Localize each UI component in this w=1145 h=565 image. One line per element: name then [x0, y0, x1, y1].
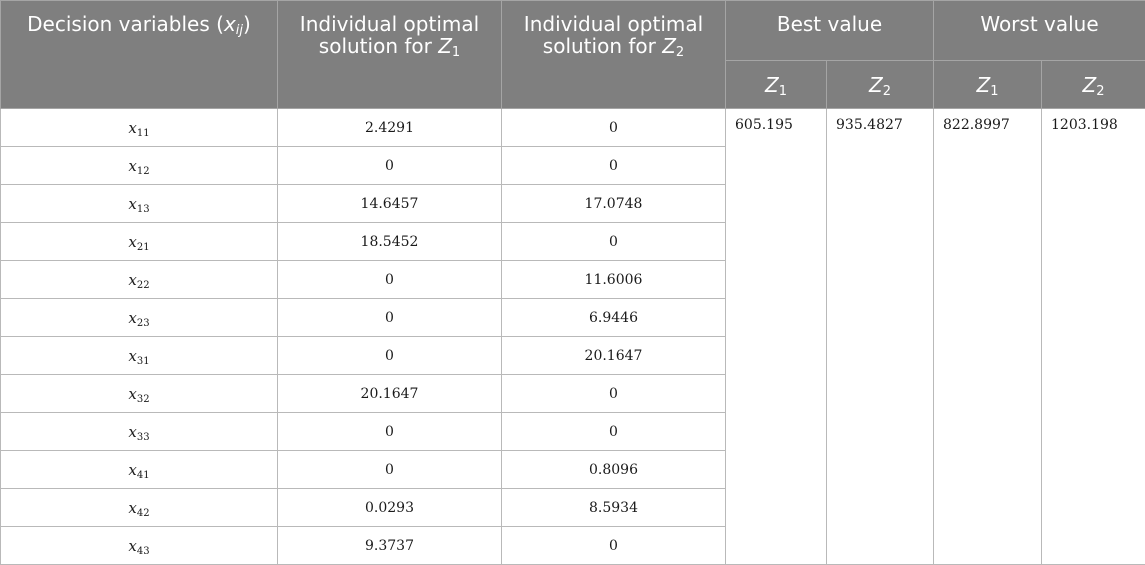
optimal-z1-value: 0: [278, 451, 502, 489]
variable-index: 13: [137, 204, 150, 215]
variable-symbol: x: [128, 499, 136, 517]
optimal-z2-value: 11.6006: [502, 261, 726, 299]
decision-variable-cell: x22: [1, 261, 278, 299]
variable-index: 42: [137, 508, 150, 519]
optimal-z2-value: 17.0748: [502, 185, 726, 223]
header-worst-z2: Z2: [1042, 61, 1145, 109]
variable-symbol: x: [128, 271, 136, 289]
variable-index: 43: [137, 546, 150, 557]
optimal-z2-value: 0: [502, 109, 726, 147]
variable-index: 31: [137, 356, 150, 367]
decision-variable-cell: x43: [1, 527, 278, 565]
optimal-z2-value: 0: [502, 375, 726, 413]
variable-symbol: x: [128, 119, 136, 137]
decision-variable-cell: x32: [1, 375, 278, 413]
best-z2-value: 935.4827: [827, 109, 934, 565]
optimal-z2-value: 6.9446: [502, 299, 726, 337]
optimal-z2-value: 0: [502, 223, 726, 261]
decision-variable-cell: x11: [1, 109, 278, 147]
variable-index: 12: [137, 166, 150, 177]
variable-symbol: x: [128, 233, 136, 251]
optimal-z2-value: 20.1647: [502, 337, 726, 375]
decision-variable-cell: x31: [1, 337, 278, 375]
header-best-z2: Z2: [827, 61, 934, 109]
variable-index: 11: [137, 128, 150, 139]
variable-symbol: x: [128, 385, 136, 403]
optimal-z1-value: 20.1647: [278, 375, 502, 413]
variable-index: 33: [137, 432, 150, 443]
decision-variable-cell: x42: [1, 489, 278, 527]
variable-symbol: x: [128, 347, 136, 365]
decision-variable-cell: x33: [1, 413, 278, 451]
optimal-z1-value: 14.6457: [278, 185, 502, 223]
variable-symbol: x: [128, 461, 136, 479]
worst-z1-value: 822.8997: [934, 109, 1042, 565]
header-worst-value: Worst value: [934, 1, 1145, 61]
optimal-z1-value: 0.0293: [278, 489, 502, 527]
worst-z2-value: 1203.198: [1042, 109, 1145, 565]
optimal-z1-value: 2.4291: [278, 109, 502, 147]
optimal-z2-value: 8.5934: [502, 489, 726, 527]
variable-index: 22: [137, 280, 150, 291]
optimal-z2-value: 0: [502, 147, 726, 185]
header-best-value: Best value: [726, 1, 934, 61]
optimal-z1-value: 0: [278, 413, 502, 451]
optimal-z1-value: 18.5452: [278, 223, 502, 261]
variable-symbol: x: [128, 309, 136, 327]
best-z1-value: 605.195: [726, 109, 827, 565]
variable-symbol: x: [128, 423, 136, 441]
header-decision-variables: Decision variables (xij): [1, 1, 278, 109]
decision-variable-cell: x12: [1, 147, 278, 185]
optimal-z1-value: 0: [278, 147, 502, 185]
variable-index: 23: [137, 318, 150, 329]
optimal-z1-value: 0: [278, 337, 502, 375]
variable-symbol: x: [128, 537, 136, 555]
variable-index: 32: [137, 394, 150, 405]
decision-variable-cell: x41: [1, 451, 278, 489]
variable-symbol: x: [128, 195, 136, 213]
variable-symbol: x: [128, 157, 136, 175]
optimal-z2-value: 0: [502, 527, 726, 565]
optimal-z2-value: 0.8096: [502, 451, 726, 489]
decision-variable-cell: x13: [1, 185, 278, 223]
optimal-z1-value: 0: [278, 299, 502, 337]
decision-variable-cell: x23: [1, 299, 278, 337]
header-worst-z1: Z1: [934, 61, 1042, 109]
optimal-z1-value: 0: [278, 261, 502, 299]
optimal-z2-value: 0: [502, 413, 726, 451]
header-best-z1: Z1: [726, 61, 827, 109]
variable-index: 21: [137, 242, 150, 253]
decision-variable-cell: x21: [1, 223, 278, 261]
optimal-z1-value: 9.3737: [278, 527, 502, 565]
variable-index: 41: [137, 470, 150, 481]
